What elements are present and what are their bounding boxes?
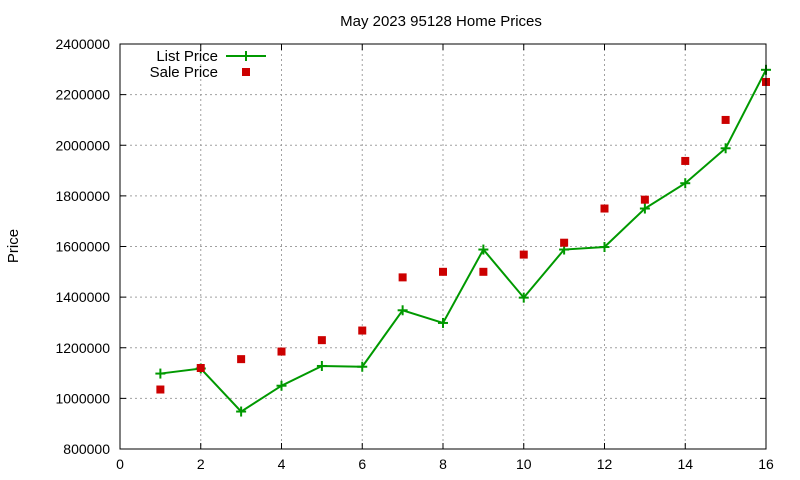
y-tick-label: 1400000 [55,289,110,305]
x-tick-label: 8 [439,456,447,472]
list-price-point [155,368,166,379]
sale-price-point [156,385,165,394]
list-price-point [639,203,650,214]
x-tick-label: 6 [358,456,366,472]
y-tick-label: 1600000 [55,239,110,255]
series-list-price [155,64,771,417]
sale-price-point [479,267,488,276]
sale-price-point [237,355,246,364]
x-tick-label: 4 [278,456,286,472]
list-price-point [316,360,327,371]
y-tick-label: 2000000 [55,137,110,153]
list-price-point [518,292,529,303]
sale-price-point [721,115,730,124]
sale-price-point [560,238,569,247]
list-price-point [438,317,448,328]
series-layer [155,64,771,417]
y-tick-label: 2400000 [55,36,110,52]
sale-price-point [519,250,528,259]
y-axis-label: Price [5,229,22,263]
y-tick-label: 800000 [63,441,110,457]
list-price-point [357,361,368,372]
plot-frame [119,43,767,450]
y-tick-label: 1800000 [55,188,110,204]
y-tick-label: 1000000 [55,390,110,406]
x-tick-label: 14 [677,456,693,472]
sale-price-point [640,195,649,204]
sale-price-point [277,347,286,356]
y-tick-label: 1200000 [55,340,110,356]
sale-price-point [196,364,205,372]
x-tick-label: 10 [516,456,532,472]
legend-label-sale-price: Sale Price [150,64,218,81]
x-tick-label: 16 [758,456,774,472]
legend-marker-list-price [241,51,251,61]
chart-title: May 2023 95128 Home Prices [340,13,542,30]
sale-price-point [600,204,609,213]
list-price-line [160,69,767,413]
x-tick-label: 12 [597,456,613,472]
sale-price-point [681,156,690,165]
x-tick-label: 0 [116,456,124,472]
sale-price-point [398,273,407,282]
y-tick-label: 2200000 [55,87,110,103]
list-price-point [599,242,610,253]
list-price-point [680,178,691,189]
series-sale-price [156,77,770,394]
sale-price-point [317,336,326,345]
grid [120,44,766,449]
list-price-point [720,143,731,154]
axis-ticks: 0 2 4 6 8 10 12 14 16 800000 1000000 1200000 1400000… [55,36,774,472]
x-tick-label: 2 [197,456,205,472]
list-price-point [276,380,287,391]
list-price-point [397,305,408,316]
sale-price-point [439,267,447,276]
list-price-point [478,244,489,255]
legend-swatch-sale-price [242,68,250,76]
sale-price-point [358,326,367,335]
legend-label-list-price: List Price [156,48,218,65]
list-price-point [236,406,247,417]
